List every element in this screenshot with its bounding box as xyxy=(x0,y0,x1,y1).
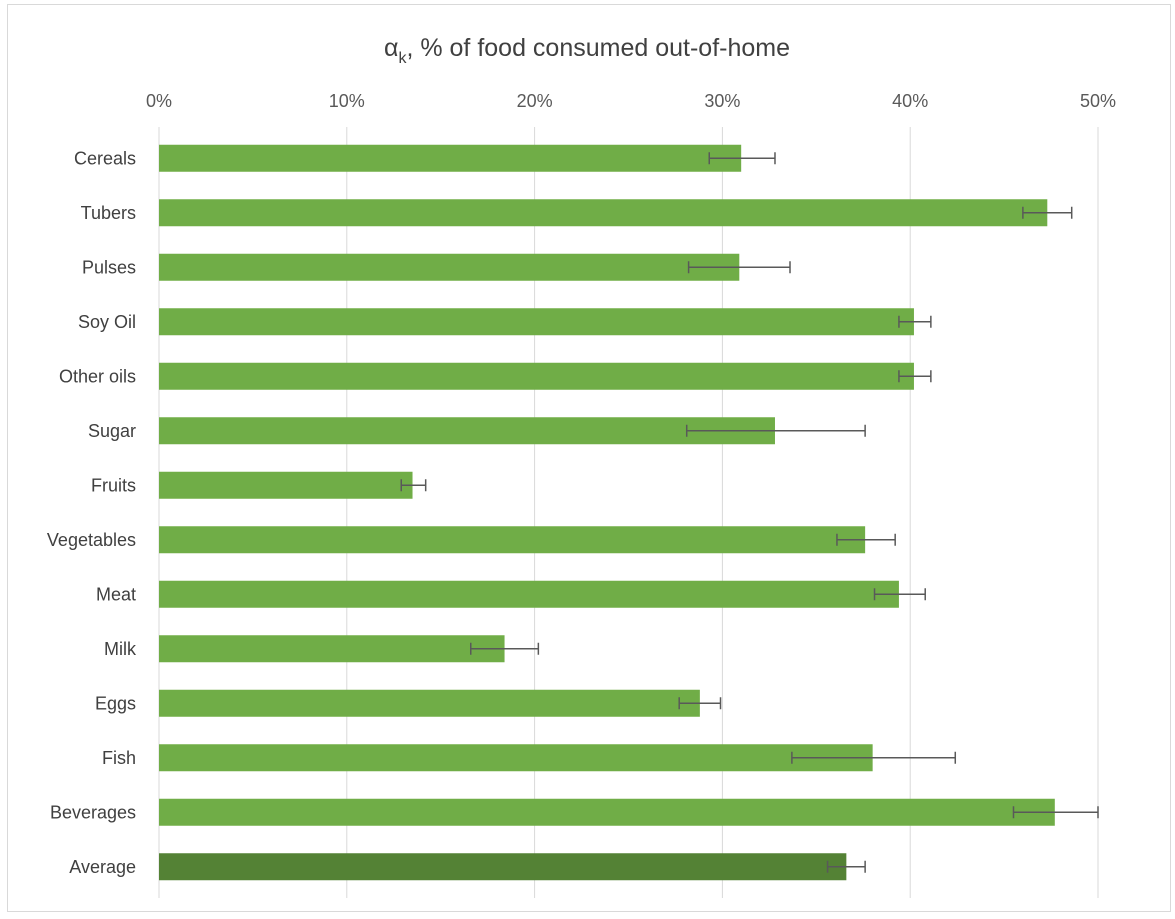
bar xyxy=(159,417,775,445)
bar xyxy=(159,853,847,881)
error-bar xyxy=(1022,206,1073,219)
category-label: Fruits xyxy=(91,475,136,495)
x-tick-label: 30% xyxy=(704,91,740,111)
category-label: Meat xyxy=(96,584,136,604)
bar xyxy=(159,471,413,499)
bar xyxy=(159,362,914,390)
error-bar xyxy=(791,751,957,764)
bar xyxy=(159,580,899,608)
x-axis-ticks: 0% 10% 20% 30% 40% 50% xyxy=(146,91,1116,111)
error-bar xyxy=(873,588,926,601)
chart-title: αk, % of food consumed out-of-home xyxy=(384,34,790,67)
category-label: Tubers xyxy=(81,203,136,223)
x-tick-label: 0% xyxy=(146,91,172,111)
category-label: Milk xyxy=(104,639,137,659)
error-bar xyxy=(400,479,427,492)
error-bar xyxy=(687,261,791,274)
x-tick-label: 40% xyxy=(892,91,928,111)
chart-title-text: , % of food consumed out-of-home xyxy=(406,34,790,62)
error-bar xyxy=(826,860,866,873)
gridlines xyxy=(158,127,1099,898)
bar xyxy=(159,199,1048,227)
category-label: Pulses xyxy=(82,257,136,277)
category-label: Soy Oil xyxy=(78,312,136,332)
error-bar xyxy=(469,642,540,655)
x-tick-label: 50% xyxy=(1080,91,1116,111)
bar xyxy=(159,635,505,663)
category-label: Eggs xyxy=(95,693,136,713)
x-tick-label: 10% xyxy=(329,91,365,111)
bar xyxy=(159,798,1055,826)
category-label: Cereals xyxy=(74,148,136,168)
bar xyxy=(159,253,740,281)
bar xyxy=(159,689,700,717)
bar xyxy=(159,144,742,172)
error-bar xyxy=(685,424,866,437)
error-bar xyxy=(708,152,776,165)
error-bars xyxy=(400,152,1099,873)
category-labels: Cereals Tubers Pulses Soy Oil Other oils Suga… xyxy=(47,148,137,877)
x-tick-label: 20% xyxy=(517,91,553,111)
category-label: Other oils xyxy=(59,366,136,386)
error-bar xyxy=(836,533,896,546)
error-bar xyxy=(678,697,722,710)
error-bar xyxy=(898,370,932,383)
category-label: Vegetables xyxy=(47,530,136,550)
error-bar xyxy=(1012,806,1099,819)
chart-title-subscript: k xyxy=(398,50,407,67)
error-bar xyxy=(898,315,932,328)
chart-title-symbol: α xyxy=(384,34,398,62)
bars xyxy=(159,144,1055,881)
bar xyxy=(159,308,914,336)
bar xyxy=(159,744,873,772)
bar xyxy=(159,526,866,554)
category-label: Average xyxy=(69,857,136,877)
category-label: Fish xyxy=(102,748,136,768)
category-label: Sugar xyxy=(88,421,136,441)
category-label: Beverages xyxy=(50,802,136,822)
